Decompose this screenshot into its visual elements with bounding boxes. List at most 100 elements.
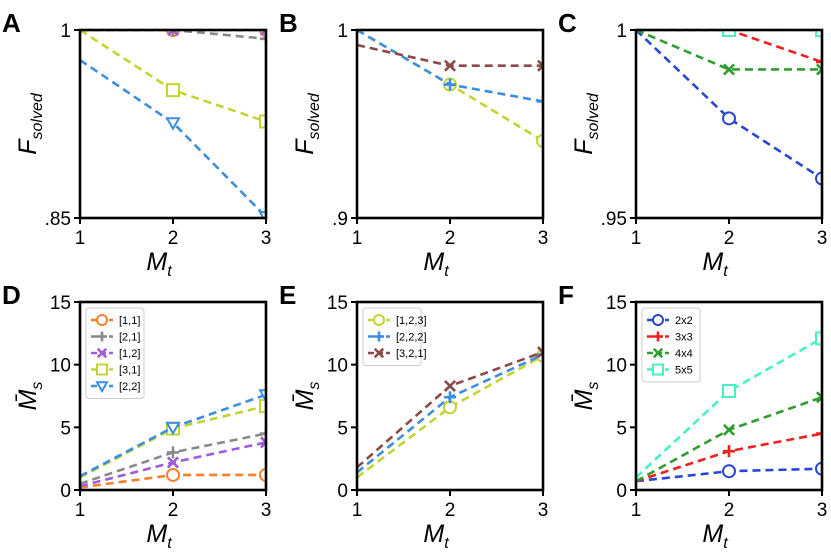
plot-area (80, 389, 266, 489)
legend-marker (96, 314, 108, 326)
legend-marker (653, 331, 663, 342)
data-point (258, 389, 266, 403)
x-tick-label: 3 (538, 500, 549, 521)
y-tick-label: 15 (606, 293, 627, 314)
x-tick-label: 1 (352, 500, 363, 521)
panel-letter: A (2, 8, 21, 38)
data-point (536, 59, 543, 72)
x-axis-label-main: M (702, 520, 723, 548)
panel-letter: D (2, 280, 21, 310)
x-axis-label: Mt (423, 520, 449, 552)
legend-marker (97, 331, 107, 342)
y-axis-label-subscript: solved (585, 92, 602, 139)
x-axis-label-subscript: t (444, 535, 449, 552)
y-axis-label: M̄s (570, 382, 602, 411)
y-axis-label-main: M̄ (291, 389, 319, 410)
legend-entry: [1,1] (119, 315, 140, 327)
data-point (815, 30, 822, 37)
data-point (443, 379, 457, 392)
plot-area (357, 346, 543, 479)
y-axis-label: M̄s (14, 382, 46, 411)
data-point (444, 391, 456, 404)
y-axis-label-subscript: solved (29, 92, 46, 139)
legend-marker (95, 381, 109, 394)
series-line (636, 30, 822, 64)
legend-entry: [3,2,1] (396, 348, 427, 360)
data-point (722, 464, 736, 479)
series-line (80, 404, 266, 479)
plot-area (636, 331, 822, 483)
legend-entry: 2x2 (675, 315, 693, 327)
x-tick-label: 3 (261, 500, 272, 521)
y-axis-label-main: F (14, 138, 42, 155)
panel-f: F 1 2 3 0 5 10 15 Mt M̄s 2x2 3x3 4x4 5x5 (558, 280, 827, 552)
panel-letter: B (279, 8, 298, 38)
x-axis-label-main: M (146, 520, 167, 548)
y-axis-label-subscript: s (306, 382, 323, 390)
y-axis-label-main: F (291, 138, 319, 155)
y-axis-label-subscript: solved (306, 92, 323, 139)
data-point (722, 30, 736, 37)
legend-entry: [1,2] (119, 348, 140, 360)
x-axis-label-subscript: t (723, 535, 728, 552)
legend-entry: [1,2,3] (396, 315, 427, 327)
legend: 2x2 3x3 4x4 5x5 (641, 307, 701, 383)
data-point (815, 461, 822, 476)
y-tick-label: 5 (616, 418, 627, 439)
y-axis-label-main: M̄ (14, 389, 42, 410)
y-axis-label: Fsolved (291, 92, 323, 155)
data-point (165, 117, 181, 131)
legend-entry: [2,2,2] (396, 332, 427, 344)
data-point (443, 59, 457, 72)
x-tick-label: 3 (538, 228, 549, 249)
data-point (259, 30, 266, 37)
x-axis-label-subscript: t (723, 263, 728, 280)
x-tick-label: 3 (261, 228, 272, 249)
data-point (166, 467, 180, 482)
data-point (259, 399, 266, 414)
x-tick-label: 1 (75, 500, 86, 521)
panel-letter: F (558, 280, 574, 310)
legend-marker (374, 331, 384, 342)
x-axis-label: Mt (423, 248, 449, 280)
y-tick-label: 5 (60, 418, 71, 439)
y-tick-label: 10 (606, 356, 627, 377)
series-line (357, 354, 543, 479)
x-tick-label: 2 (445, 228, 456, 249)
series-line (80, 59, 266, 218)
legend-marker (373, 347, 385, 359)
plot-area (357, 30, 543, 148)
legend-marker (96, 363, 108, 376)
legend-box (85, 307, 145, 399)
y-tick-label: 10 (327, 356, 348, 377)
y-tick-label: 1 (337, 21, 348, 42)
data-point (167, 446, 179, 459)
data-point (722, 383, 736, 398)
legend: [1,2,3] [2,2,2] [3,2,1] (362, 307, 427, 366)
x-axis-label-main: M (146, 248, 167, 276)
x-axis-label-main: M (423, 248, 444, 276)
data-point (166, 30, 180, 37)
data-point (260, 32, 266, 45)
y-tick-label: 0 (337, 481, 348, 502)
data-point (723, 445, 735, 458)
y-axis-label: M̄s (291, 382, 323, 411)
x-axis-label: Mt (702, 248, 728, 280)
x-tick-label: 2 (724, 500, 735, 521)
legend-entry: 3x3 (675, 332, 693, 344)
x-axis-label-main: M (702, 248, 723, 276)
data-point (722, 63, 736, 76)
y-tick-label: 10 (50, 356, 71, 377)
data-point (722, 111, 736, 126)
panel-letter: E (279, 280, 296, 310)
data-point (444, 78, 456, 91)
y-tick-label: 5 (337, 418, 348, 439)
y-axis-label: Fsolved (570, 92, 602, 155)
data-point (815, 63, 822, 76)
legend-entry: 5x5 (675, 365, 693, 377)
x-tick-label: 2 (168, 500, 179, 521)
y-tick-label: .85 (45, 209, 71, 230)
